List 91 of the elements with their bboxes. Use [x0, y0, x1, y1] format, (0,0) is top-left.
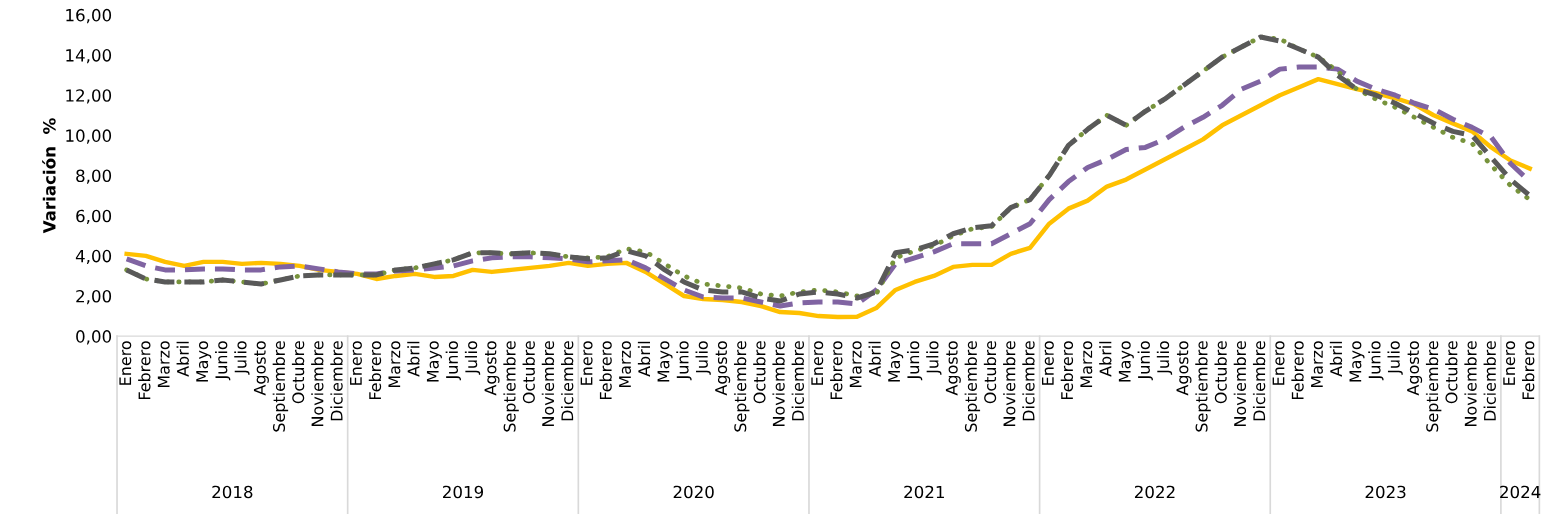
- x-tick-label: Mayo: [1118, 341, 1134, 382]
- y-tick-label: 8,00: [76, 169, 112, 184]
- x-tick-label: Septiembre: [1195, 341, 1211, 432]
- x-tick-label: Enero: [811, 341, 824, 385]
- x-tick-label: Marzo: [1311, 341, 1323, 388]
- x-tick-label: Enero: [1503, 341, 1516, 385]
- y-tick-label: 4,00: [75, 249, 112, 265]
- x-tick-label: Marzo: [157, 341, 170, 388]
- x-tick-label: Marzo: [388, 341, 401, 388]
- x-tick-label: Agosto: [1407, 341, 1423, 396]
- x-tick-label: Noviembre: [1464, 341, 1477, 426]
- x-tick-label: Julio: [695, 341, 711, 375]
- x-tick-label: Enero: [119, 341, 132, 385]
- x-tick-label: Febrero: [830, 341, 843, 400]
- x-tick-label: Noviembre: [541, 341, 555, 426]
- y-tick-label: 16,00: [66, 8, 112, 24]
- x-tick-label: Octubre: [1445, 341, 1458, 404]
- y-axis-title: Variación %: [42, 118, 56, 234]
- x-tick-label: Diciembre: [1252, 341, 1266, 421]
- x-tick-label: Diciembre: [330, 341, 343, 421]
- y-tick-label: 0,00: [76, 330, 112, 345]
- x-tick-label: Agosto: [945, 341, 961, 396]
- x-tick-label: Febrero: [599, 341, 612, 400]
- x-tick-label: Marzo: [1080, 341, 1093, 388]
- text: 2020: [673, 485, 714, 499]
- x-tick-label: Julio: [464, 341, 481, 375]
- x-tick-label: Julio: [926, 341, 942, 375]
- x-tick-label: Agosto: [715, 341, 731, 396]
- x-tick-label: Junio: [1137, 341, 1153, 381]
- x-tick-label: Diciembre: [560, 341, 574, 421]
- x-tick-label: Febrero: [1060, 341, 1074, 400]
- x-tick-label: Septiembre: [1425, 341, 1442, 432]
- x-tick-label: Mayo: [888, 341, 904, 382]
- x-tick-label: Septiembre: [503, 341, 519, 432]
- x-tick-label: Enero: [1272, 341, 1285, 385]
- x-tick-label: Julio: [234, 341, 250, 375]
- x-tick-label: Agosto: [253, 341, 269, 396]
- x-tick-label: Octubre: [522, 341, 535, 404]
- x-tick-label: Octubre: [291, 341, 305, 404]
- y-tick-label: 12,00: [66, 89, 112, 104]
- x-tick-label: Junio: [1368, 341, 1384, 381]
- x-tick-label: Abril: [1099, 341, 1112, 377]
- x-tick-label: Noviembre: [1233, 341, 1247, 426]
- y-tick-label: 6,00: [76, 209, 112, 224]
- x-tick-label: Marzo: [849, 341, 862, 388]
- text: 2018: [212, 485, 253, 499]
- x-tick-label: Enero: [580, 341, 593, 385]
- x-tick-label: Octubre: [983, 341, 997, 404]
- x-tick-label: Noviembre: [772, 341, 785, 426]
- y-tick-label: 10,00: [66, 129, 112, 144]
- x-tick-label: Octubre: [1214, 341, 1227, 404]
- x-tick-label: Mayo: [196, 341, 212, 382]
- x-tick-label: Agosto: [484, 341, 500, 396]
- x-tick-label: Abril: [868, 341, 881, 377]
- y-tick-label: 14,00: [66, 49, 112, 64]
- x-tick-label: Abril: [407, 341, 420, 377]
- x-tick-label: Diciembre: [791, 341, 804, 421]
- x-tick-label: Mayo: [1349, 341, 1365, 382]
- y-tick-label: 2,00: [76, 289, 112, 305]
- x-tick-label: Febrero: [368, 341, 382, 400]
- x-tick-label: Agosto: [1176, 341, 1192, 396]
- x-tick-label: Junio: [445, 341, 461, 381]
- text: 2022: [1134, 485, 1175, 499]
- x-tick-label: Julio: [1156, 341, 1173, 375]
- text: 2023: [1365, 485, 1406, 499]
- x-tick-label: Abril: [637, 341, 651, 377]
- x-tick-label: Abril: [176, 341, 189, 377]
- x-tick-label: Diciembre: [1483, 341, 1496, 421]
- text: 2019: [443, 485, 484, 499]
- x-tick-label: Septiembre: [733, 341, 750, 432]
- x-tick-label: Diciembre: [1022, 341, 1035, 421]
- x-tick-label: Octubre: [753, 341, 766, 404]
- x-tick-label: Abril: [1329, 341, 1343, 377]
- x-tick-label: Junio: [215, 341, 231, 381]
- x-tick-label: Junio: [676, 341, 692, 381]
- x-tick-label: Noviembre: [1003, 341, 1016, 426]
- x-tick-label: Junio: [906, 341, 923, 381]
- x-tick-label: Febrero: [1522, 341, 1535, 400]
- x-tick-label: Julio: [1387, 341, 1403, 375]
- x-tick-label: Noviembre: [311, 341, 324, 426]
- text: 2024: [1500, 485, 1541, 499]
- x-tick-label: Septiembre: [964, 341, 981, 432]
- x-tick-label: Marzo: [619, 341, 632, 388]
- x-tick-label: Febrero: [138, 341, 151, 400]
- x-tick-label: Enero: [350, 341, 362, 385]
- text: 2021: [904, 485, 944, 499]
- x-tick-label: Enero: [1041, 341, 1054, 385]
- x-tick-label: Febrero: [1291, 341, 1304, 400]
- x-tick-label: Mayo: [657, 341, 673, 382]
- x-tick-label: Mayo: [426, 341, 442, 382]
- x-tick-label: Septiembre: [272, 341, 289, 432]
